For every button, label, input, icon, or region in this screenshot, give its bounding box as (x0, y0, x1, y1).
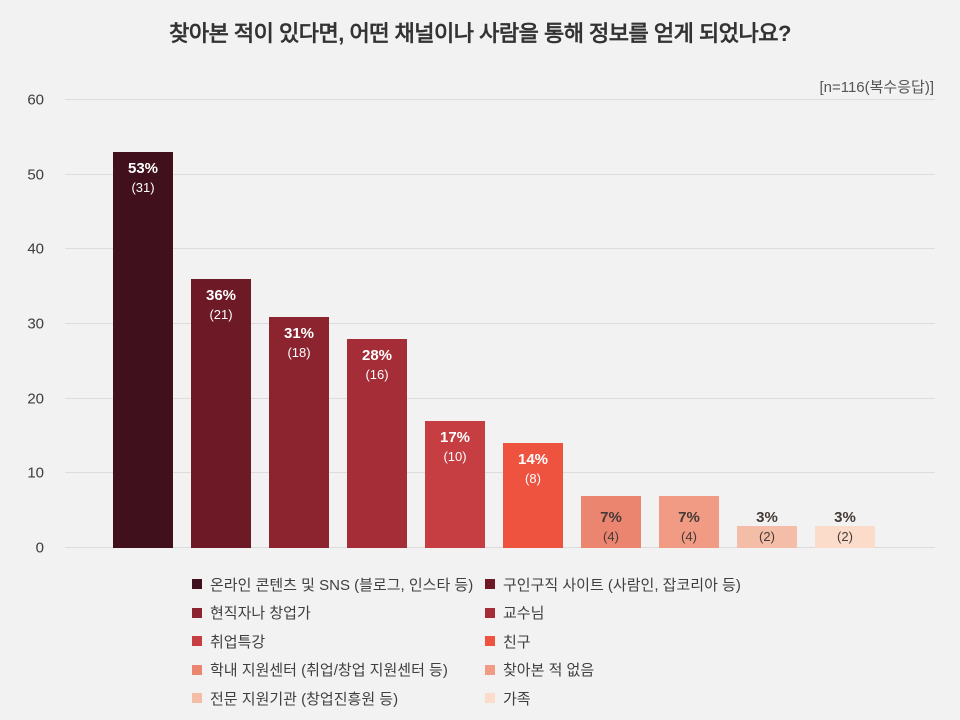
legend-swatch-icon (192, 636, 202, 647)
legend-swatch-icon (485, 579, 495, 590)
bar-value-label: 31% (18) (269, 326, 329, 359)
legend-swatch-icon (485, 636, 495, 647)
bar-value-label: 17% (10) (425, 430, 485, 463)
bar-percent-label: 17% (439, 429, 471, 447)
bar-count-label: (8) (525, 471, 541, 487)
gridline (65, 547, 935, 548)
legend-swatch-icon (192, 579, 202, 590)
legend-label: 교수님 (503, 605, 545, 623)
y-tick-label: 10 (27, 464, 44, 482)
bar-value-label: 3% (2) (737, 510, 797, 543)
bar-1: 53% (31) (113, 152, 173, 548)
legend-swatch-icon (485, 693, 495, 704)
y-tick-label: 50 (27, 166, 44, 184)
legend-item: 찾아본 적 없음 (485, 656, 741, 685)
legend-label: 구인구직 사이트 (사람인, 잡코리아 등) (503, 576, 741, 594)
bar-percent-label: 36% (205, 287, 237, 305)
y-axis: 0 10 20 30 40 50 60 (10, 92, 52, 557)
legend-item: 전문 지원기관 (창업진흥원 등) (192, 684, 485, 713)
y-tick-label: 30 (27, 315, 44, 333)
bar-7: 7% (4) (581, 495, 641, 548)
bar-count-label: (31) (131, 180, 155, 196)
bar-percent-label: 3% (834, 509, 856, 526)
plot-area: 53% (31) 36% (21) 31% (18) 28% (16) 17% (10) 14% (8… (65, 99, 935, 548)
legend-item: 교수님 (485, 599, 741, 628)
gridline (65, 173, 935, 175)
legend-swatch-icon (192, 693, 202, 704)
legend-label: 가족 (503, 690, 531, 708)
bar-8: 7% (4) (659, 495, 719, 548)
bar-count-label: (4) (603, 529, 619, 544)
bar-percent-label: 53% (127, 160, 159, 178)
bar-count-label: (10) (443, 449, 467, 465)
bar-percent-label: 31% (283, 324, 315, 342)
bar-value-label: 7% (4) (581, 510, 641, 543)
legend-swatch-icon (485, 664, 495, 675)
bar-count-label: (2) (837, 529, 853, 544)
bar-6: 14% (8) (503, 443, 563, 548)
bar-count-label: (16) (365, 366, 389, 382)
bars: 53% (31) 36% (21) 31% (18) 28% (16) 17% (10) 14% (8… (65, 100, 935, 548)
bar-value-label: 7% (4) (659, 510, 719, 543)
legend-swatch-icon (485, 607, 495, 618)
legend-item: 친구 (485, 627, 741, 656)
legend-swatch-icon (192, 607, 202, 618)
bar-value-label: 28% (16) (347, 348, 407, 381)
y-tick-label: 0 (35, 539, 44, 557)
gridline (65, 323, 935, 324)
legend-item: 구인구직 사이트 (사람인, 잡코리아 등) (485, 570, 741, 599)
bar-2: 36% (21) (191, 279, 251, 548)
y-tick-label: 60 (27, 91, 44, 109)
sample-size-label: [n=116(복수응답)] (819, 79, 934, 96)
bar-percent-label: 7% (600, 509, 622, 526)
legend-label: 학내 지원센터 (취업/창업 지원센터 등) (210, 662, 448, 680)
legend-item: 현직자나 창업가 (192, 599, 485, 628)
bar-percent-label: 7% (678, 509, 700, 526)
gridline (65, 472, 935, 474)
y-tick-label: 20 (27, 390, 44, 408)
bar-count-label: (18) (287, 344, 311, 360)
legend-item: 온라인 콘텐츠 및 SNS (블로그, 인스타 등) (192, 570, 485, 599)
bar-10: 3% (2) (815, 510, 875, 548)
legend-item: 가족 (485, 684, 741, 713)
y-tick-label: 40 (27, 240, 44, 258)
bar-count-label: (4) (681, 529, 697, 544)
legend-label: 온라인 콘텐츠 및 SNS (블로그, 인스타 등) (210, 576, 474, 594)
legend-label: 현직자나 창업가 (210, 605, 311, 623)
bar-count-label: (21) (209, 307, 233, 323)
bar-value-label: 53% (31) (113, 161, 173, 194)
bar-value-label: 14% (8) (503, 452, 563, 485)
bar-4: 28% (16) (347, 338, 407, 548)
gridline (65, 397, 935, 399)
legend-item: 취업특강 (192, 627, 485, 656)
legend-label: 전문 지원기관 (창업진흥원 등) (210, 690, 399, 708)
legend: 온라인 콘텐츠 및 SNS (블로그, 인스타 등) 구인구직 사이트 (사람인,… (192, 570, 741, 713)
bar-percent-label: 14% (517, 451, 549, 469)
legend-label: 찾아본 적 없음 (503, 662, 595, 680)
legend-item: 학내 지원센터 (취업/창업 지원센터 등) (192, 656, 485, 685)
gridline (65, 99, 935, 100)
bar-percent-label: 3% (756, 509, 778, 526)
legend-swatch-icon (192, 664, 202, 675)
legend-label: 친구 (503, 633, 531, 651)
bar-3: 31% (18) (269, 316, 329, 548)
legend-label: 취업특강 (210, 633, 266, 651)
bar-value-label: 3% (2) (815, 510, 875, 543)
gridline (65, 248, 935, 250)
bar-value-label: 36% (21) (191, 288, 251, 321)
chart-title: 찾아본 적이 있다면, 어떤 채널이나 사람을 통해 정보를 얻게 되었나요? (169, 21, 791, 46)
bar-percent-label: 28% (361, 346, 393, 364)
bar-5: 17% (10) (425, 421, 485, 548)
bar-9: 3% (2) (737, 510, 797, 548)
bar-count-label: (2) (759, 529, 775, 544)
